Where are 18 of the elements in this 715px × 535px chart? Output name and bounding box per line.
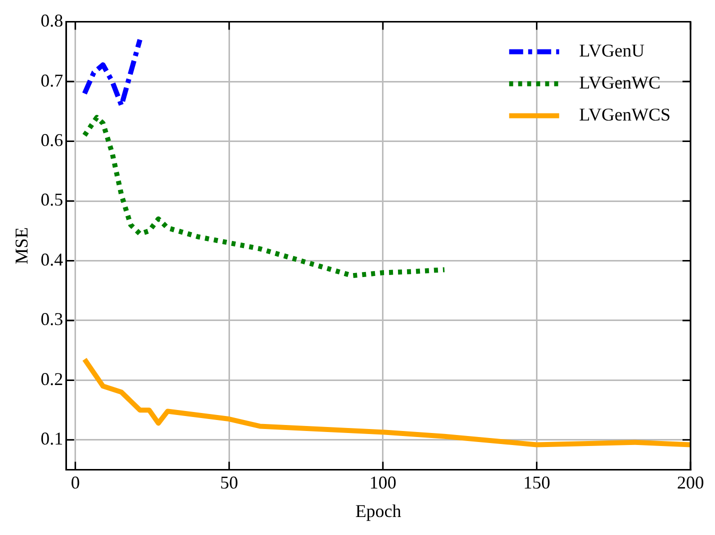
x-tick-label: 0 (70, 472, 80, 492)
x-tick-label: 100 (369, 472, 396, 492)
y-tick-label: 0.2 (40, 368, 64, 389)
y-tick-label: 0.4 (40, 249, 64, 270)
x-tick-label: 50 (220, 472, 238, 492)
legend-label: LVGenWC (579, 72, 660, 93)
y-tick-label: 0.7 (40, 70, 64, 90)
y-tick-label: 0.3 (40, 309, 64, 330)
legend-label: LVGenU (579, 40, 645, 61)
y-tick-label: 0.6 (40, 130, 64, 150)
x-tick-label: 150 (523, 472, 550, 492)
y-axis-title: MSE (12, 227, 32, 264)
y-tick-label: 0.5 (40, 190, 64, 210)
legend-label: LVGenWCS (579, 104, 671, 125)
y-tick-label: 0.1 (40, 428, 64, 449)
y-tick-label: 0.8 (40, 10, 64, 31)
x-tick-label: 200 (677, 472, 704, 492)
x-axis-title: Epoch (355, 500, 402, 521)
